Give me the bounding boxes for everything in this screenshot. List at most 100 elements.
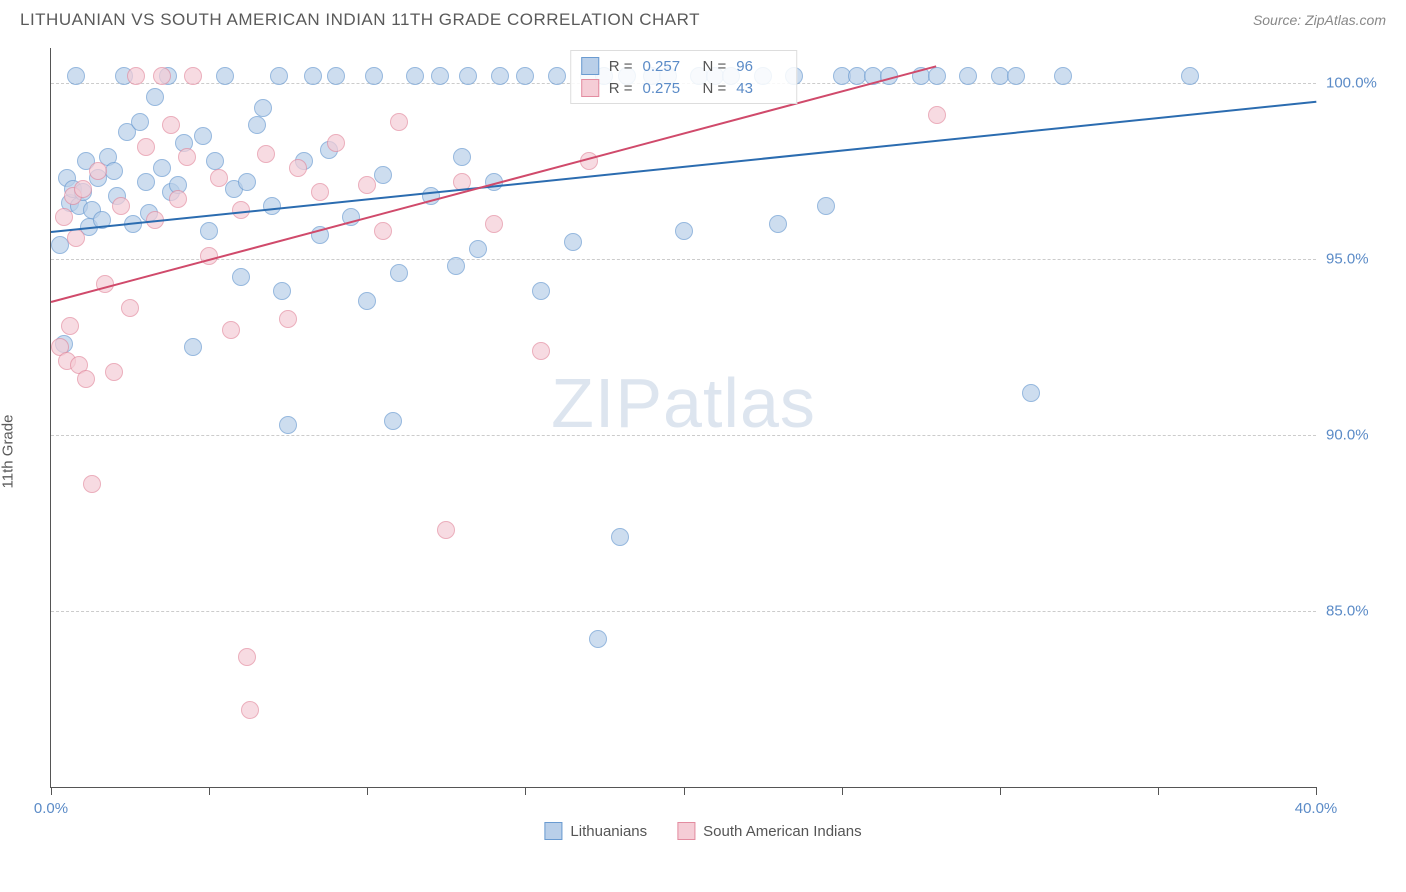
scatter-point	[238, 173, 256, 191]
scatter-point	[241, 701, 259, 719]
scatter-point	[270, 67, 288, 85]
gridline	[51, 259, 1316, 260]
scatter-point	[67, 229, 85, 247]
scatter-point	[153, 159, 171, 177]
scatter-point	[55, 208, 73, 226]
stats-swatch	[581, 57, 599, 75]
scatter-point	[178, 148, 196, 166]
chart-container: 11th Grade ZIPatlas 85.0%90.0%95.0%100.0…	[0, 38, 1406, 848]
scatter-point	[406, 67, 424, 85]
scatter-point	[1181, 67, 1199, 85]
n-value: 96	[736, 58, 786, 75]
x-tick	[1316, 787, 1317, 795]
scatter-point	[137, 138, 155, 156]
scatter-point	[105, 162, 123, 180]
y-tick-label: 100.0%	[1326, 75, 1391, 92]
scatter-point	[1007, 67, 1025, 85]
scatter-point	[358, 292, 376, 310]
scatter-point	[1054, 67, 1072, 85]
scatter-point	[206, 152, 224, 170]
scatter-point	[390, 113, 408, 131]
scatter-point	[67, 67, 85, 85]
scatter-point	[257, 145, 275, 163]
scatter-point	[453, 148, 471, 166]
stats-row: R = 0.257 N = 96	[581, 55, 787, 77]
scatter-point	[263, 197, 281, 215]
legend-swatch-2	[677, 822, 695, 840]
x-tick	[842, 787, 843, 795]
n-value: 43	[736, 80, 786, 97]
scatter-point	[222, 321, 240, 339]
scatter-point	[279, 310, 297, 328]
scatter-point	[469, 240, 487, 258]
gridline	[51, 435, 1316, 436]
scatter-point	[83, 475, 101, 493]
r-label: R =	[609, 58, 633, 75]
x-tick	[209, 787, 210, 795]
scatter-point	[184, 338, 202, 356]
scatter-point	[390, 264, 408, 282]
legend-swatch-1	[544, 822, 562, 840]
scatter-point	[817, 197, 835, 215]
scatter-point	[289, 159, 307, 177]
x-tick	[1158, 787, 1159, 795]
scatter-point	[491, 67, 509, 85]
scatter-point	[162, 116, 180, 134]
stats-box: R = 0.257 N = 96 R = 0.275 N = 43	[570, 50, 798, 104]
scatter-point	[194, 127, 212, 145]
scatter-point	[184, 67, 202, 85]
r-label: R =	[609, 80, 633, 97]
legend-item-lithuanians: Lithuanians	[544, 822, 647, 840]
watermark-zip: ZIP	[551, 364, 663, 442]
gridline	[51, 611, 1316, 612]
scatter-point	[611, 528, 629, 546]
scatter-point	[304, 67, 322, 85]
scatter-point	[131, 113, 149, 131]
legend: Lithuanians South American Indians	[544, 822, 861, 840]
y-tick-label: 85.0%	[1326, 603, 1391, 620]
scatter-point	[516, 67, 534, 85]
watermark-atlas: atlas	[663, 364, 816, 442]
x-tick	[1000, 787, 1001, 795]
scatter-point	[769, 215, 787, 233]
scatter-point	[210, 169, 228, 187]
scatter-point	[200, 222, 218, 240]
legend-label-2: South American Indians	[703, 823, 861, 840]
scatter-point	[532, 342, 550, 360]
n-label: N =	[703, 80, 727, 97]
scatter-point	[437, 521, 455, 539]
scatter-point	[279, 416, 297, 434]
scatter-point	[216, 67, 234, 85]
scatter-point	[137, 173, 155, 191]
scatter-point	[384, 412, 402, 430]
scatter-point	[89, 162, 107, 180]
trend-line	[51, 101, 1316, 233]
scatter-point	[374, 166, 392, 184]
scatter-point	[146, 88, 164, 106]
scatter-point	[431, 67, 449, 85]
n-label: N =	[703, 58, 727, 75]
scatter-point	[238, 648, 256, 666]
scatter-point	[77, 370, 95, 388]
scatter-point	[311, 183, 329, 201]
r-value: 0.275	[643, 80, 693, 97]
scatter-point	[548, 67, 566, 85]
scatter-point	[675, 222, 693, 240]
plot-area: ZIPatlas 85.0%90.0%95.0%100.0%0.0%40.0%R…	[50, 48, 1316, 788]
scatter-point	[928, 106, 946, 124]
scatter-point	[273, 282, 291, 300]
scatter-point	[153, 67, 171, 85]
scatter-point	[121, 299, 139, 317]
r-value: 0.257	[643, 58, 693, 75]
scatter-point	[74, 180, 92, 198]
scatter-point	[248, 116, 266, 134]
x-tick	[367, 787, 368, 795]
scatter-point	[327, 134, 345, 152]
chart-title: LITHUANIAN VS SOUTH AMERICAN INDIAN 11TH…	[20, 10, 700, 30]
scatter-point	[105, 363, 123, 381]
legend-label-1: Lithuanians	[570, 823, 647, 840]
scatter-point	[112, 197, 130, 215]
scatter-point	[589, 630, 607, 648]
y-tick-label: 95.0%	[1326, 251, 1391, 268]
scatter-point	[447, 257, 465, 275]
